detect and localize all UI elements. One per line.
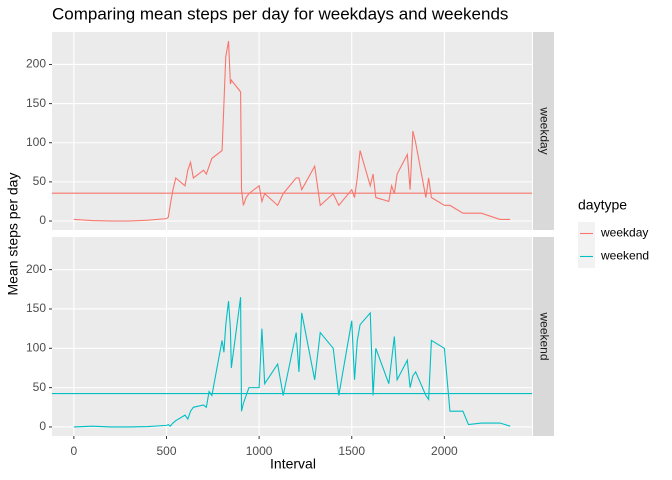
x-axis-title: Interval [270, 456, 316, 472]
series-line [73, 297, 511, 428]
y-tick-label: 50 [33, 380, 47, 394]
x-tick-label: 0 [71, 444, 78, 458]
facet-strip [533, 237, 554, 436]
x-tick-label: 1000 [246, 444, 273, 458]
legend-title: daytype [578, 197, 627, 213]
y-tick-label: 100 [26, 340, 46, 354]
y-tick-label: 150 [26, 96, 46, 110]
facet-strip-label: weekend [537, 311, 551, 360]
facet-strip [533, 32, 554, 230]
series-line [73, 40, 511, 222]
y-tick-label: 50 [33, 174, 47, 188]
x-tick-label: 1500 [338, 444, 365, 458]
legend-label: weekend [600, 249, 649, 263]
x-tick-label: 2000 [431, 444, 458, 458]
y-tick-label: 100 [26, 135, 46, 149]
panel-background [52, 32, 532, 230]
y-tick-label: 150 [26, 301, 46, 315]
chart-title: Comparing mean steps per day for weekday… [52, 4, 508, 23]
panel-background [52, 237, 532, 436]
x-tick-label: 500 [156, 444, 176, 458]
y-tick-label: 200 [26, 57, 46, 71]
y-tick-label: 0 [39, 419, 46, 433]
y-tick-label: 0 [39, 213, 46, 227]
facet-strip-label: weekday [537, 106, 551, 154]
legend-label: weekday [600, 226, 648, 240]
y-tick-label: 200 [26, 262, 46, 276]
y-axis-title: Mean steps per day [5, 173, 21, 296]
